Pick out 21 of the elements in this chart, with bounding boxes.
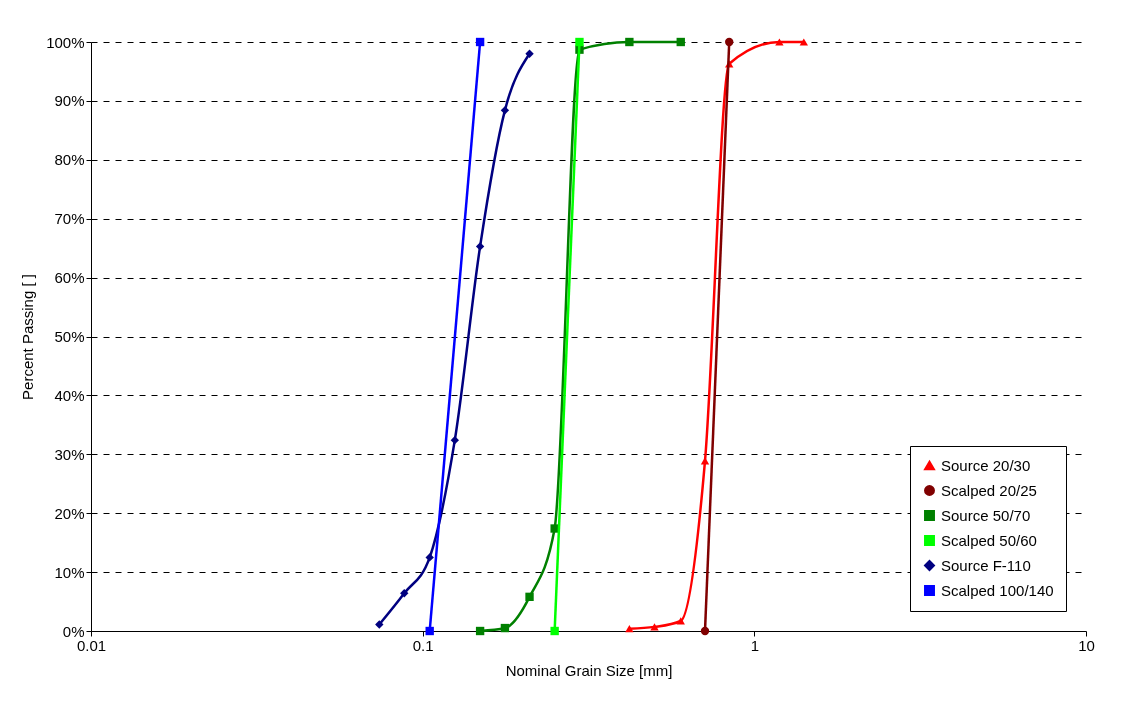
legend-label: Source 20/30 [941,456,1031,474]
y-tick-label: 100% [46,33,85,51]
legend-label: Scalped 100/140 [941,581,1054,599]
legend-label: Scalped 50/60 [941,531,1037,549]
legend-label: Source 50/70 [941,506,1031,524]
x-axis-title: Nominal Grain Size [mm] [505,661,673,679]
y-tick-label: 10% [54,563,85,581]
y-tick-label: 20% [54,504,85,522]
y-axis-title: Percent Passing [ ] [19,274,37,400]
y-tick-label: 80% [54,151,85,169]
y-tick-label: 40% [54,386,85,404]
y-tick-label: 90% [54,92,85,110]
legend-label: Scalped 20/25 [941,481,1037,499]
x-tick-label: 10 [1078,636,1095,654]
y-tick-label: 30% [54,445,85,463]
y-tick-label: 70% [54,210,85,228]
y-tick-label: 60% [54,269,85,287]
x-tick-label: 1 [750,636,760,654]
x-tick-label: 0.1 [412,636,434,654]
legend-label: Source F-110 [941,556,1031,574]
y-tick-label: 50% [54,328,85,345]
